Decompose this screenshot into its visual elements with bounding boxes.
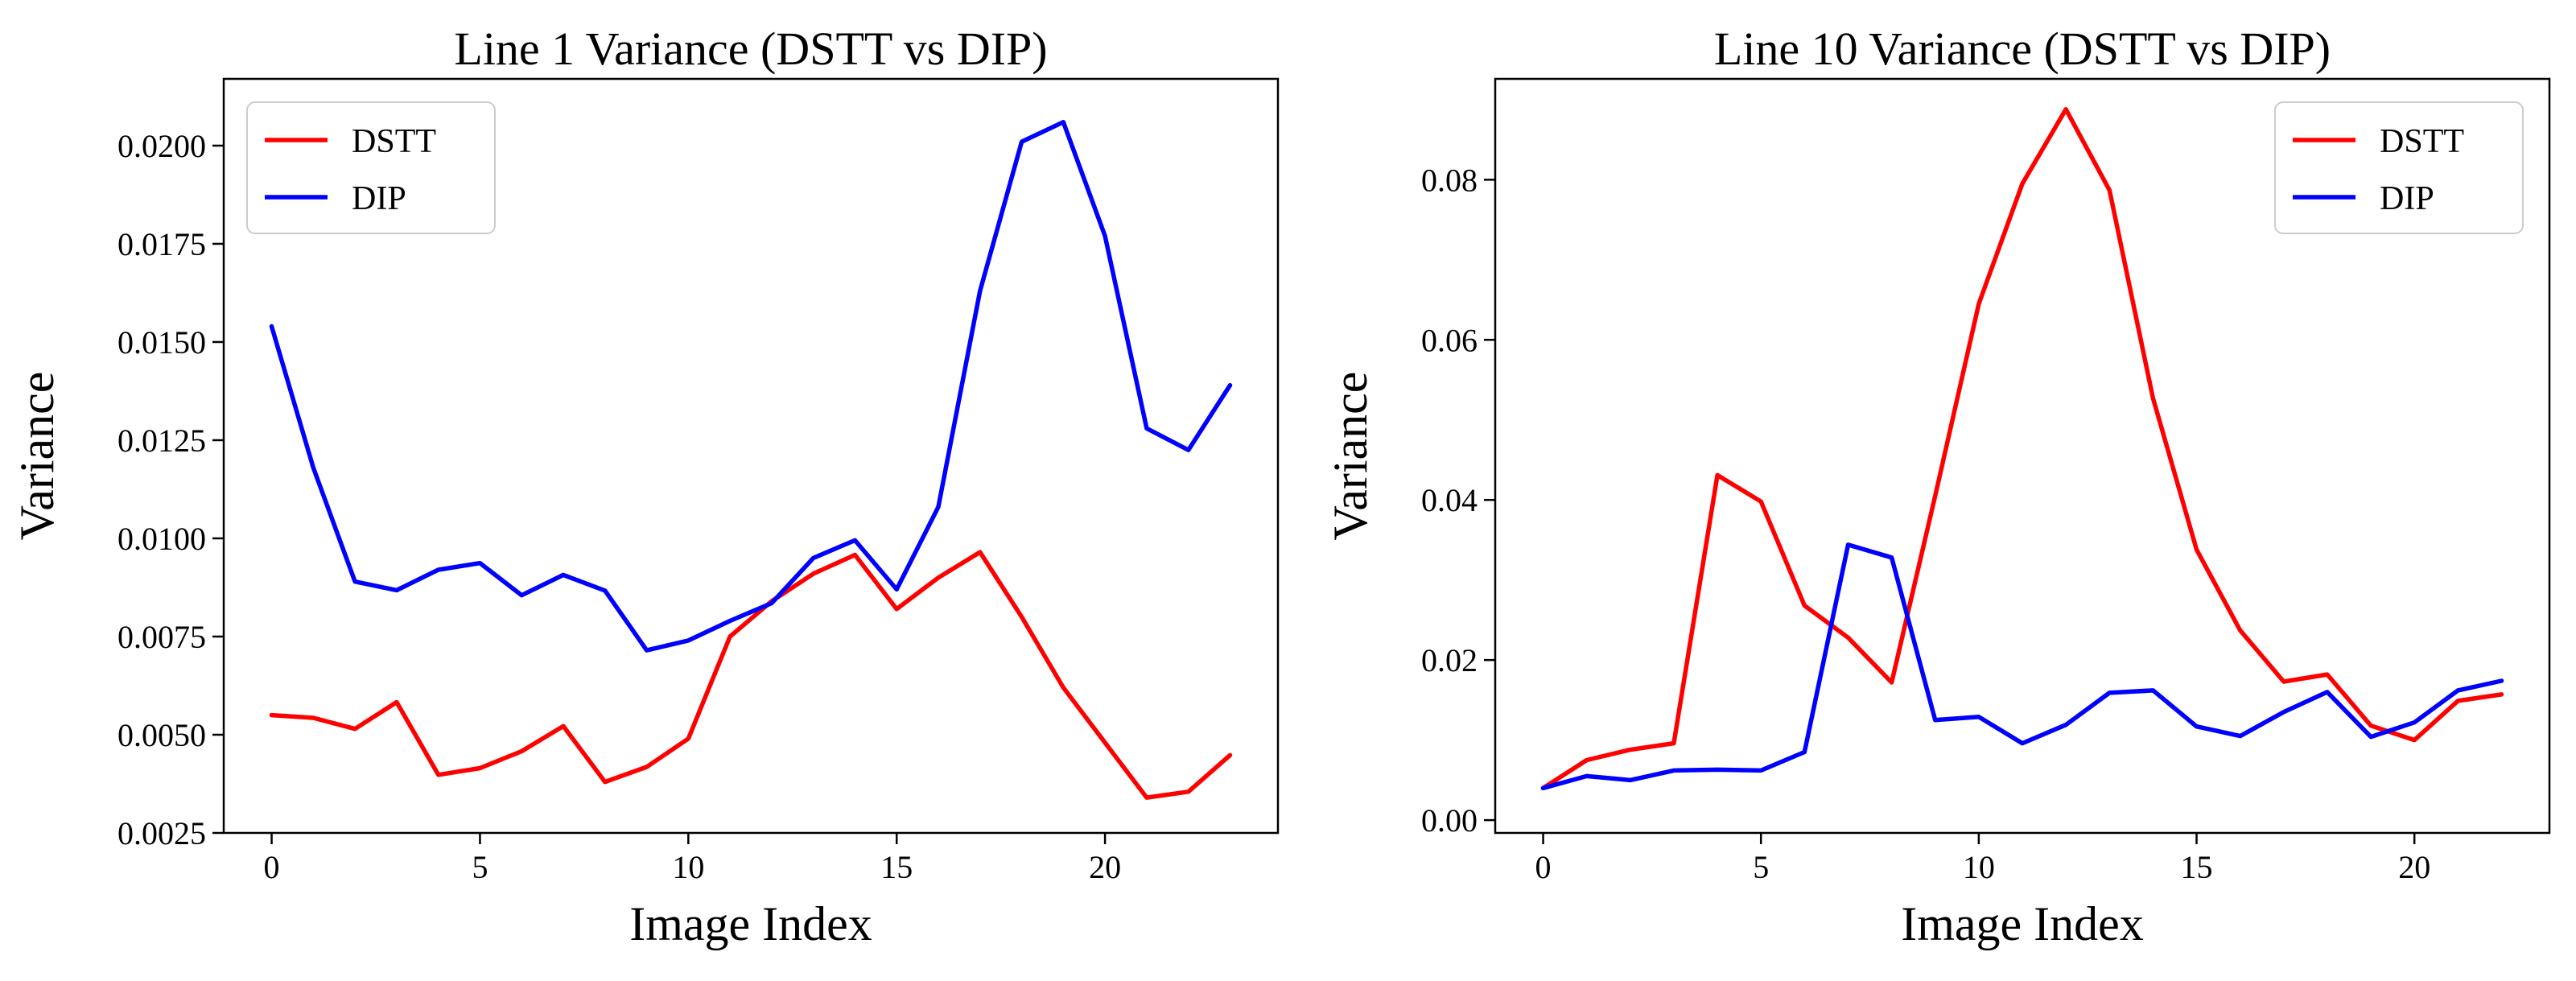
y-tick-label: 0.0050 [117,717,206,753]
y-tick-label: 0.08 [1421,162,1478,198]
legend-box [246,101,496,234]
x-tick-label: 20 [1089,849,1121,885]
x-axis-label: Image Index [629,897,872,950]
series-line-dstt [269,550,1233,800]
x-axis-label: Image Index [1901,897,2144,950]
y-tick-label: 0.06 [1421,322,1478,358]
chart-title: Line 1 Variance (DSTT vs DIP) [454,23,1047,75]
plot-frame [1494,77,2551,835]
x-tick-label: 10 [1963,849,1995,885]
y-tick-label: 0.04 [1421,482,1478,518]
chart-1: Line 1 Variance (DSTT vs DIP) 0 5 10 15 20 0.0… [10,23,1280,950]
y-tick-label: 0.0075 [117,619,206,655]
x-tick-label: 10 [672,849,704,885]
x-tick-label: 0 [1535,849,1552,885]
y-tick-label: 0.0175 [117,226,206,262]
legend: DSTT DIP [246,101,496,234]
chart-2: Line 10 Variance (DSTT vs DIP) 0 5 10 15 20 0.… [1324,23,2551,950]
series-line-dip [1540,542,2504,791]
x-tick-label: 5 [472,849,488,885]
x-tick-label: 20 [2398,849,2430,885]
y-tick-label: 0.0200 [117,128,206,164]
legend-label-dstt: DSTT [2380,123,2464,160]
legend-label-dip: DIP [352,180,406,217]
y-tick-label: 0.00 [1421,802,1478,839]
x-tick-label: 0 [264,849,280,885]
x-tick-label: 15 [880,849,913,885]
chart-title: Line 10 Variance (DSTT vs DIP) [1714,23,2331,75]
series-line-dip [269,119,1233,653]
legend-box [2274,101,2524,234]
y-axis-label: Variance [10,372,64,541]
y-tick-label: 0.0025 [117,815,206,851]
plot-frame [222,77,1280,835]
x-tick-label: 5 [1753,849,1769,885]
y-tick-label: 0.0125 [117,422,206,459]
series-line-dstt [1540,107,2504,791]
y-axis-label: Variance [1324,372,1377,541]
y-tick-label: 0.0100 [117,521,206,557]
legend-label-dstt: DSTT [352,123,436,160]
legend-label-dip: DIP [2380,180,2434,217]
legend: DSTT DIP [2274,101,2524,234]
x-tick-label: 15 [2181,849,2213,885]
y-tick-label: 0.02 [1421,642,1478,678]
y-tick-label: 0.0150 [117,324,206,361]
